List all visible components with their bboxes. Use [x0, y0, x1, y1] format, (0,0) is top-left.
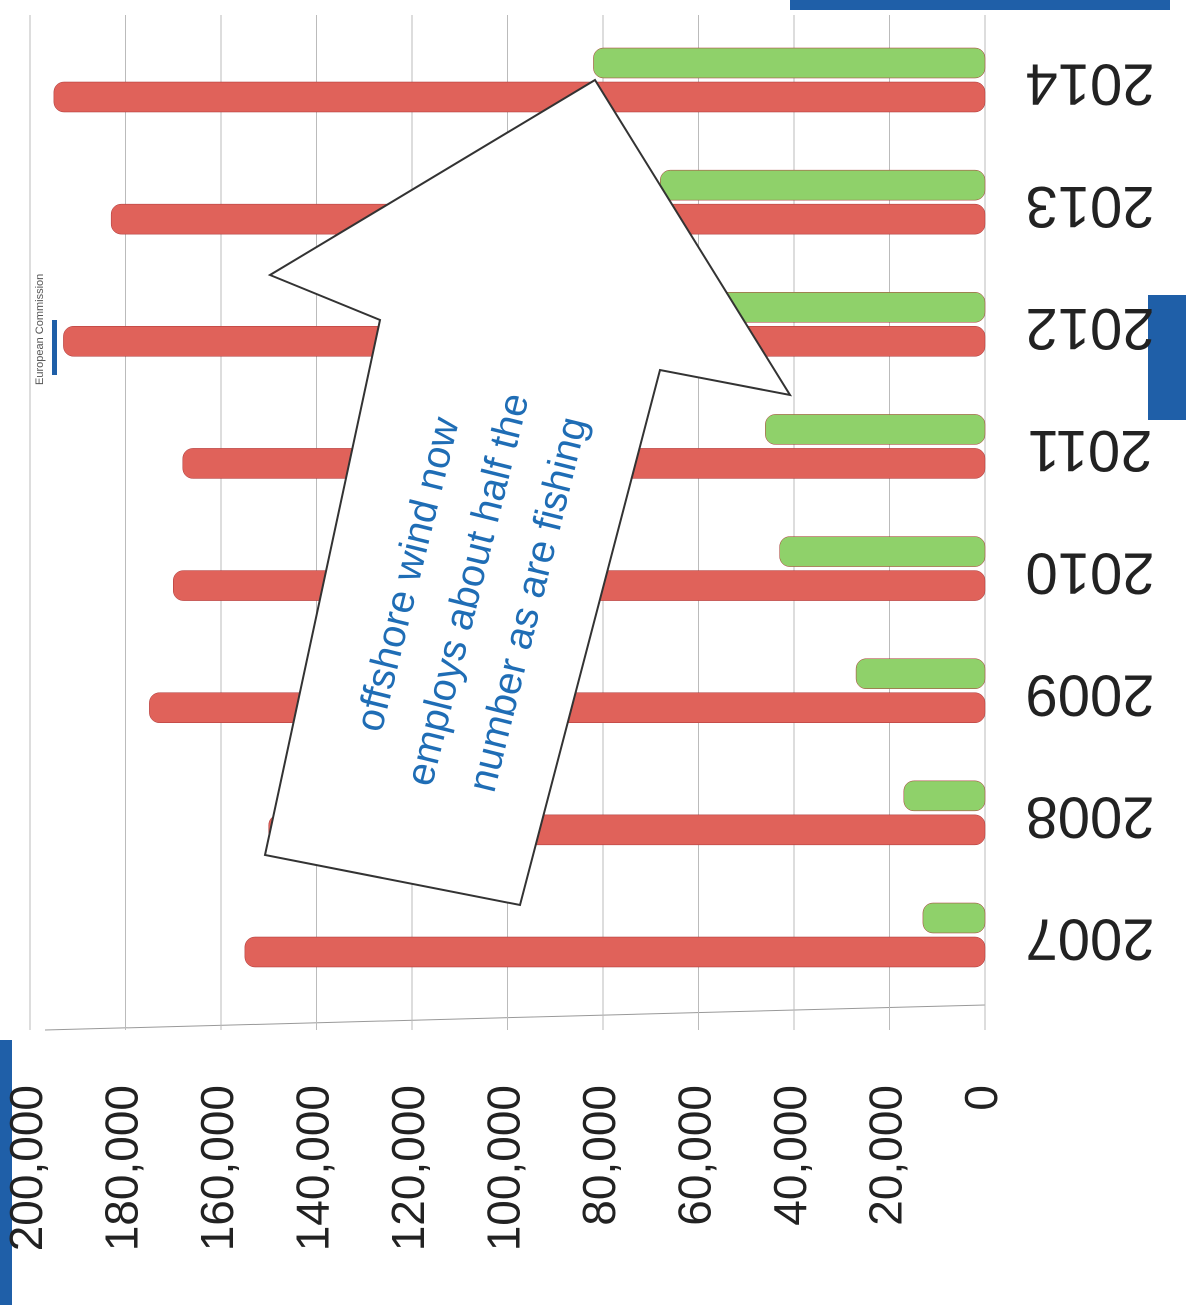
y-tick-label: 100,000	[478, 1085, 530, 1251]
y-tick-label: 80,000	[573, 1085, 625, 1226]
x-tick-label: 2008	[1025, 785, 1154, 850]
logo-bar	[52, 320, 57, 375]
bar	[922, 902, 986, 934]
x-tick-label: 2007	[1025, 907, 1154, 972]
y-tick-label: 120,000	[382, 1085, 434, 1251]
annotation-arrow	[263, 78, 793, 907]
y-tick-label: 140,000	[287, 1085, 339, 1251]
x-tick-label: 2014	[1025, 52, 1154, 117]
decor-strip	[1148, 295, 1186, 420]
y-tick-label: 180,000	[96, 1085, 148, 1251]
bar	[593, 47, 986, 79]
bar	[660, 169, 986, 201]
decor-strip	[790, 0, 1170, 10]
y-tick-label: 20,000	[860, 1085, 912, 1226]
y-tick-label: 40,000	[764, 1085, 816, 1226]
bar	[903, 780, 986, 812]
bar	[765, 414, 986, 445]
y-tick-label: 0	[955, 1085, 1007, 1111]
x-tick-label: 2012	[1025, 296, 1154, 361]
bar	[855, 658, 986, 689]
y-tick-label: 200,000	[0, 1085, 52, 1251]
bar	[779, 536, 986, 567]
y-tick-label: 160,000	[191, 1085, 243, 1251]
logo: European Commission	[34, 274, 46, 385]
x-tick-label: 2010	[1025, 540, 1154, 605]
bar	[244, 936, 986, 968]
x-tick-label: 2011	[1028, 418, 1153, 483]
bar	[53, 81, 986, 113]
y-tick-label: 60,000	[669, 1085, 721, 1226]
x-tick-label: 2013	[1025, 174, 1154, 239]
axis-line	[44, 1004, 986, 1031]
decor-strip	[0, 1040, 12, 1305]
x-tick-label: 2009	[1025, 662, 1154, 727]
